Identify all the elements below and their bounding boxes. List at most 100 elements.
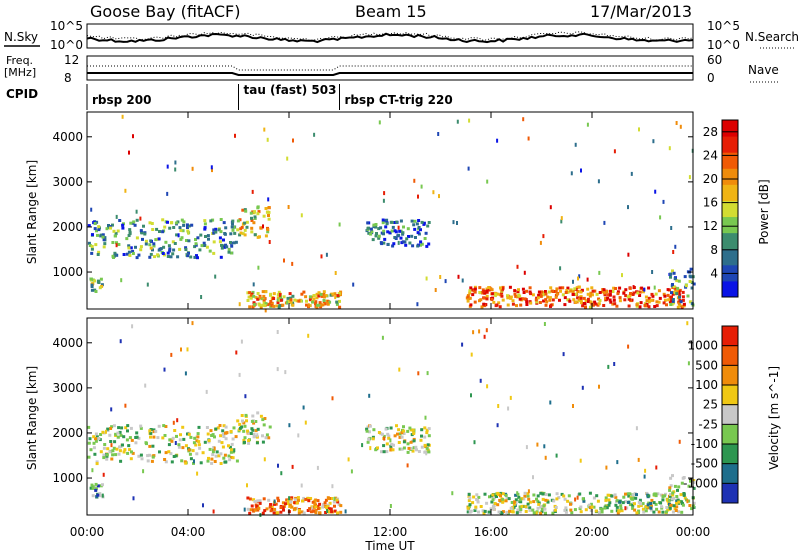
heatmap-cell	[242, 429, 246, 433]
heatmap-cell	[157, 248, 161, 252]
heatmap-cell	[627, 297, 631, 301]
heatmap-cell	[608, 298, 612, 302]
heatmap-cell	[297, 433, 300, 438]
heatmap-cell	[177, 233, 180, 238]
heatmap-cell	[574, 497, 577, 502]
heatmap-cell	[289, 497, 293, 501]
heatmap-cell	[386, 230, 390, 234]
heatmap-cell	[647, 494, 651, 498]
heatmap-cell	[338, 299, 341, 303]
heatmap-cell	[379, 226, 383, 230]
heatmap-cell	[398, 447, 402, 451]
heatmap-cell	[527, 489, 530, 494]
heatmap-cell	[236, 228, 240, 232]
heatmap-cell	[538, 301, 542, 304]
heatmap-cell	[680, 500, 684, 504]
heatmap-cell	[400, 431, 404, 435]
heatmap-cell	[101, 235, 105, 239]
heatmap-cell	[209, 429, 213, 433]
heatmap-cell	[158, 230, 161, 233]
heatmap-cell	[566, 298, 570, 302]
heatmap-cell	[419, 228, 422, 232]
heatmap-cell	[124, 188, 127, 193]
heatmap-cell	[667, 298, 671, 302]
heatmap-cell	[139, 229, 143, 233]
heatmap-cell	[263, 417, 267, 420]
heatmap-cell	[176, 255, 180, 259]
heatmap-cell	[488, 495, 491, 499]
heatmap-cell	[522, 497, 526, 501]
heatmap-cell	[175, 434, 178, 438]
heatmap-cell	[587, 300, 590, 303]
heatmap-cell	[614, 287, 618, 290]
heatmap-cell	[475, 493, 479, 497]
heatmap-cell	[121, 443, 124, 447]
heatmap-cell	[233, 231, 237, 235]
heatmap-cell	[642, 510, 646, 514]
heatmap-cell	[638, 498, 642, 502]
heatmap-cell	[382, 229, 386, 233]
heatmap-cell	[301, 499, 304, 503]
heatmap-cell	[248, 497, 252, 501]
heatmap-cell	[284, 502, 287, 506]
heatmap-cell	[302, 496, 306, 500]
heatmap-cell	[526, 494, 530, 498]
heatmap-cell	[628, 286, 632, 290]
heatmap-cell	[119, 459, 123, 463]
heatmap-cell	[467, 499, 471, 503]
heatmap-cell	[655, 300, 659, 304]
heatmap-cell	[407, 446, 411, 450]
heatmap-cell	[637, 457, 640, 462]
heatmap-cell	[640, 286, 644, 290]
x-tick-label: 12:00	[373, 525, 408, 539]
heatmap-cell	[289, 298, 293, 302]
heatmap-cell	[90, 251, 94, 255]
heatmap-cell	[181, 425, 185, 429]
heatmap-cell	[338, 222, 341, 227]
heatmap-cell	[647, 300, 651, 304]
heatmap-cell	[92, 435, 96, 439]
heatmap-cell	[280, 471, 283, 476]
heatmap-cell	[631, 293, 635, 296]
heatmap-cell	[682, 493, 686, 497]
nsearch-tick-top: 10^5	[707, 19, 740, 33]
heatmap-cell	[607, 364, 610, 369]
heatmap-cell	[132, 496, 135, 501]
heatmap-cell	[95, 460, 99, 464]
heatmap-cell	[678, 304, 682, 308]
heatmap-cell	[186, 347, 189, 352]
heatmap-cell	[302, 405, 305, 410]
heatmap-cell	[334, 496, 338, 500]
heatmap-cell	[334, 295, 337, 300]
heatmap-cell	[262, 214, 266, 218]
heatmap-cell	[296, 496, 300, 500]
heatmap-cell	[248, 511, 252, 515]
heatmap-cell	[647, 501, 651, 505]
heatmap-cell	[98, 492, 102, 496]
heatmap-cell	[221, 432, 225, 436]
heatmap-cell	[196, 256, 199, 260]
heatmap-cell	[501, 492, 505, 496]
heatmap-cell	[135, 236, 139, 240]
freq-unit-label: [MHz]	[4, 66, 36, 79]
heatmap-cell	[672, 250, 675, 254]
heatmap-cell	[314, 511, 318, 515]
heatmap-cell	[427, 434, 431, 438]
heatmap-cell	[672, 504, 676, 508]
heatmap-cell	[316, 303, 320, 307]
heatmap-cell	[386, 432, 390, 436]
heatmap-cell	[231, 456, 235, 460]
heatmap-cell	[380, 242, 384, 246]
heatmap-cell	[333, 292, 337, 296]
heatmap-cell	[263, 304, 267, 308]
heatmap-cell	[597, 511, 601, 515]
heatmap-cell	[244, 394, 247, 399]
heatmap-cell	[426, 224, 430, 228]
heatmap-cell	[528, 508, 532, 512]
heatmap-cell	[609, 289, 612, 293]
heatmap-cell	[163, 225, 167, 229]
heatmap-cell	[152, 428, 156, 432]
heatmap-cell	[535, 497, 538, 501]
heatmap-cell	[395, 220, 399, 224]
heatmap-cell	[277, 305, 281, 309]
